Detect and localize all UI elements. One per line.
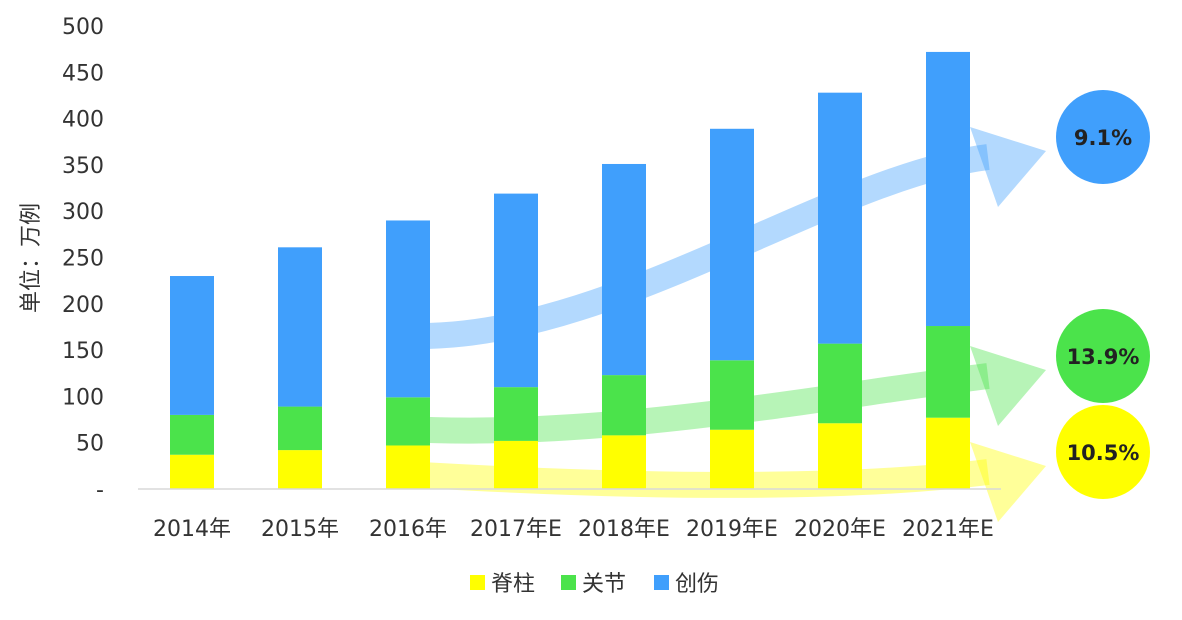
- bar-segment: [494, 193, 538, 388]
- bar-segment: [170, 276, 214, 415]
- x-tick-label: 2017年E: [470, 517, 562, 542]
- legend: 脊柱 关节 创伤: [470, 572, 719, 597]
- bar-segment: [818, 423, 862, 489]
- x-tick-label: 2020年E: [794, 517, 886, 542]
- y-tick-label: 50: [76, 432, 104, 457]
- y-tick-label: 450: [62, 61, 104, 86]
- y-tick-label: 400: [62, 108, 104, 133]
- bar-segment: [386, 397, 430, 446]
- bar-segment: [494, 387, 538, 441]
- growth-arrow-body: [399, 363, 990, 444]
- x-tick-label: 2018年E: [578, 517, 670, 542]
- bar-segment: [602, 163, 646, 376]
- legend-label: 关节: [582, 572, 626, 597]
- bar-segment: [818, 92, 862, 344]
- cagr-label: 13.9%: [1067, 345, 1140, 369]
- legend-label: 脊柱: [491, 572, 535, 597]
- bar-segment: [278, 247, 322, 407]
- y-axis-ticks: - 50 100 150 200 250 300 350 400 450 500: [62, 15, 104, 503]
- x-tick-label: 2016年: [369, 517, 447, 542]
- growth-arrows: [399, 127, 1046, 522]
- growth-arrow-head: [970, 127, 1046, 207]
- bar-segment: [818, 343, 862, 424]
- y-tick-label: 150: [62, 339, 104, 364]
- bar-segment: [710, 360, 754, 430]
- x-tick-label: 2021年E: [902, 517, 994, 542]
- legend-swatch: [654, 575, 669, 590]
- bar-segment: [386, 220, 430, 398]
- growth-arrow-head: [970, 346, 1046, 426]
- cagr-badges: 9.1% 13.9% 10.5%: [1056, 90, 1150, 499]
- legend-label: 创伤: [675, 572, 719, 597]
- bar-segment: [710, 128, 754, 361]
- bar-segment: [170, 454, 214, 489]
- x-tick-label: 2019年E: [686, 517, 778, 542]
- cagr-label: 9.1%: [1074, 126, 1132, 150]
- bars: [170, 51, 970, 489]
- y-tick-label: 350: [62, 154, 104, 179]
- bar-segment: [494, 440, 538, 489]
- bar-segment: [710, 429, 754, 489]
- y-tick-label: 200: [62, 293, 104, 318]
- x-axis-ticks: 2014年 2015年 2016年 2017年E 2018年E 2019年E 2020年E 2…: [153, 517, 994, 542]
- y-tick-label: -: [96, 478, 104, 503]
- bar-segment: [926, 417, 970, 489]
- legend-swatch: [561, 575, 576, 590]
- growth-arrow-body: [399, 459, 990, 498]
- bar-segment: [926, 51, 970, 327]
- y-tick-label: 300: [62, 200, 104, 225]
- bar-segment: [602, 435, 646, 489]
- y-tick-label: 100: [62, 385, 104, 410]
- legend-swatch: [470, 575, 485, 590]
- y-axis-label: 单位：万例: [19, 203, 44, 313]
- x-tick-label: 2015年: [261, 517, 339, 542]
- growth-arrow-head: [970, 442, 1046, 522]
- cagr-badge: [1056, 309, 1150, 403]
- y-tick-label: 250: [62, 247, 104, 272]
- cagr-badge: [1056, 405, 1150, 499]
- cagr-label: 10.5%: [1067, 441, 1140, 465]
- bar-segment: [170, 414, 214, 455]
- x-tick-label: 2014年: [153, 517, 231, 542]
- bar-segment: [602, 375, 646, 436]
- bar-segment: [386, 445, 430, 489]
- bar-segment: [278, 450, 322, 489]
- y-tick-label: 500: [62, 15, 104, 40]
- bar-segment: [926, 326, 970, 418]
- cagr-badge: [1056, 90, 1150, 184]
- growth-arrow-body: [399, 144, 990, 350]
- bar-segment: [278, 406, 322, 451]
